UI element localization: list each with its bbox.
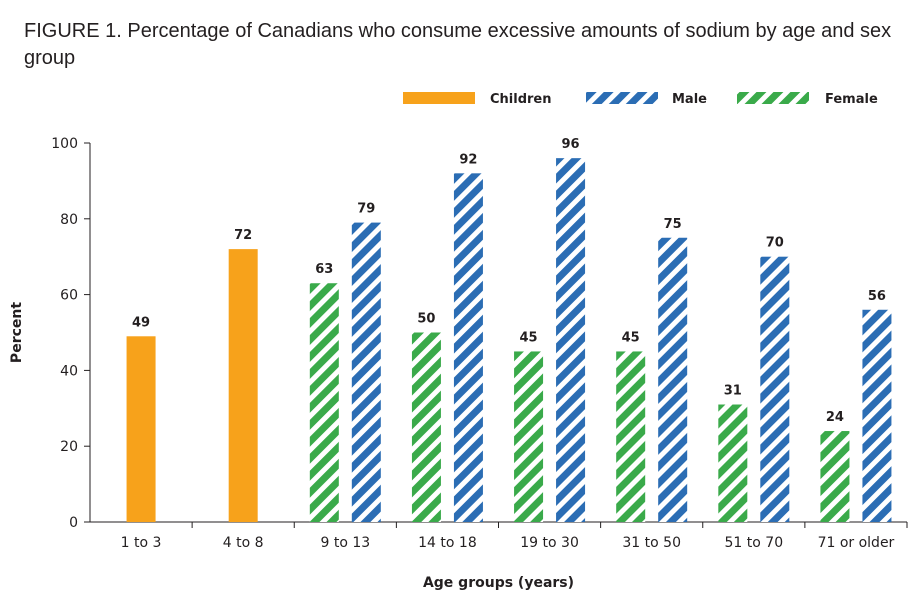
legend-swatch-children bbox=[403, 92, 475, 104]
bar-children bbox=[126, 336, 156, 522]
bar-female bbox=[718, 404, 748, 522]
title-text: Percentage of Canadians who consume exce… bbox=[24, 20, 892, 69]
bar-male bbox=[351, 222, 381, 522]
x-tick-label: 51 to 70 bbox=[725, 535, 784, 551]
data-label: 70 bbox=[766, 236, 784, 251]
data-label: 63 bbox=[315, 262, 333, 277]
axes: 0 20 40 60 80 100 1 to 3 4 to 8 9 to 13 14 to 18 1… bbox=[9, 136, 908, 591]
bar-children bbox=[228, 249, 258, 522]
y-tick-label: 20 bbox=[60, 439, 78, 455]
x-tick-label: 1 to 3 bbox=[121, 535, 162, 551]
y-tick-label: 60 bbox=[60, 288, 78, 304]
legend-swatch-male bbox=[586, 92, 658, 104]
x-tick-label: 9 to 13 bbox=[320, 535, 370, 551]
data-label: 45 bbox=[622, 330, 640, 345]
data-label: 72 bbox=[234, 228, 252, 243]
x-tick-label: 71 or older bbox=[818, 535, 895, 551]
bars bbox=[126, 158, 892, 522]
legend-swatch-female bbox=[737, 92, 809, 104]
legend: Children Male Female bbox=[403, 92, 878, 107]
x-axis-title: Age groups (years) bbox=[423, 575, 574, 591]
bar-male bbox=[556, 158, 586, 522]
legend-label-male: Male bbox=[672, 92, 707, 107]
data-label: 92 bbox=[459, 152, 477, 167]
bar-female bbox=[411, 332, 441, 522]
y-tick-label: 40 bbox=[60, 363, 78, 379]
y-tick-label: 80 bbox=[60, 212, 78, 228]
data-label: 75 bbox=[664, 217, 682, 232]
bar-female bbox=[309, 283, 339, 522]
figure-label: FIGURE 1. bbox=[24, 20, 122, 42]
bar-male bbox=[453, 173, 483, 522]
x-tick-label: 4 to 8 bbox=[223, 535, 264, 551]
y-tick-label: 100 bbox=[51, 136, 78, 152]
x-tick-label: 19 to 30 bbox=[520, 535, 579, 551]
data-label: 56 bbox=[868, 289, 886, 304]
data-label: 24 bbox=[826, 410, 844, 425]
bar-female bbox=[514, 351, 544, 522]
bar-female bbox=[616, 351, 646, 522]
y-axis-title: Percent bbox=[9, 302, 25, 363]
bar-male bbox=[658, 237, 688, 522]
labels: 49 72 63 79 50 92 45 96 45 75 31 70 24 56 bbox=[132, 137, 886, 425]
data-label: 31 bbox=[724, 384, 742, 399]
data-label: 96 bbox=[562, 137, 580, 152]
bar-male bbox=[760, 256, 790, 522]
legend-label-female: Female bbox=[825, 92, 878, 107]
legend-label-children: Children bbox=[490, 92, 552, 107]
y-tick-label: 0 bbox=[69, 515, 78, 531]
data-label: 79 bbox=[357, 202, 375, 217]
bar-female bbox=[820, 431, 850, 522]
x-tick-label: 14 to 18 bbox=[418, 535, 477, 551]
data-label: 45 bbox=[520, 330, 538, 345]
bar-male bbox=[862, 309, 892, 522]
chart-title: FIGURE 1. Percentage of Canadians who co… bbox=[24, 18, 894, 72]
x-tick-label: 31 to 50 bbox=[622, 535, 681, 551]
data-label: 49 bbox=[132, 315, 150, 330]
data-label: 50 bbox=[417, 312, 435, 327]
